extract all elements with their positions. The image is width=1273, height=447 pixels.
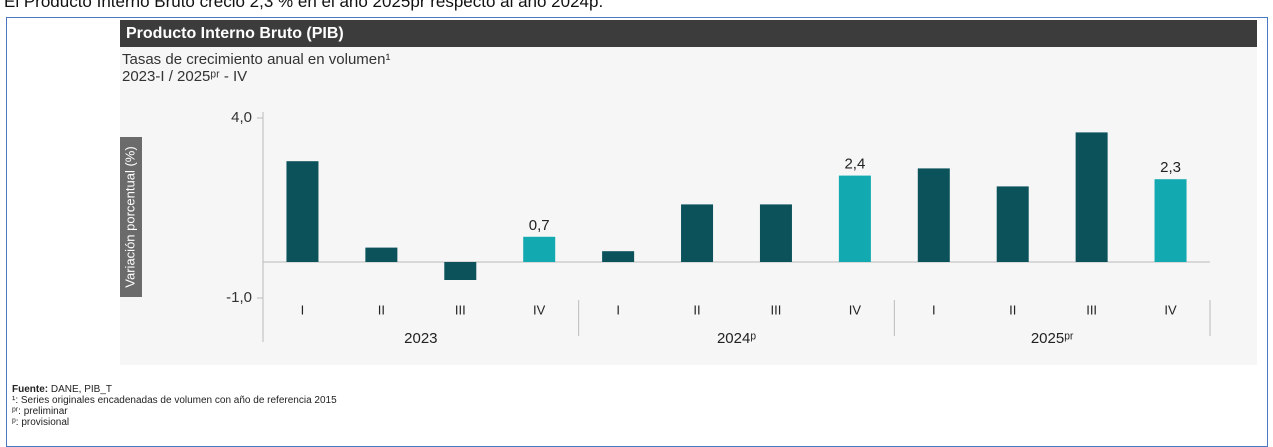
y-tick-label: 4,0 — [231, 109, 252, 126]
x-tick-label: II — [693, 302, 700, 317]
x-tick-label: II — [378, 302, 385, 317]
group-label: 2025ᵖʳ — [1031, 330, 1074, 347]
y-label-box — [120, 137, 142, 297]
bar — [444, 262, 477, 280]
bar — [681, 204, 714, 262]
x-tick-label: I — [932, 302, 936, 317]
group-label: 2024ᵖ — [717, 330, 756, 347]
title-bar — [120, 20, 1257, 47]
x-tick-label: IV — [1164, 302, 1177, 317]
x-tick-label: IV — [849, 302, 862, 317]
bar — [759, 204, 792, 262]
y-axis-label: Variación porcentual (%) — [122, 146, 137, 287]
data-label: 2,4 — [844, 156, 865, 173]
chart-period: 2023-I / 2025ᵖʳ - IV — [122, 68, 247, 85]
x-tick-label: IV — [533, 302, 546, 317]
source: DANE, PIB_T — [50, 384, 113, 395]
x-tick-label: III — [771, 302, 782, 317]
bar — [1075, 132, 1108, 262]
bar — [917, 168, 950, 262]
bar — [523, 236, 556, 262]
source-label: Fuente: — [12, 384, 49, 395]
x-tick-label: III — [1086, 302, 1097, 317]
lead-text: El Producto Interno Bruto creció 2,3 % e… — [4, 0, 604, 11]
page: { "lead_text": "El Producto Interno Brut… — [4, 0, 1268, 447]
data-label: 2,3 — [1160, 159, 1181, 176]
group-label: 2023 — [404, 330, 437, 347]
x-tick-label: I — [301, 302, 305, 317]
bar — [602, 251, 635, 262]
source-line: Fuente: DANE, PIB_T — [12, 384, 337, 395]
bar — [365, 247, 398, 262]
note: ¹: Series originales encadenadas de volu… — [12, 395, 337, 406]
note: ᵖ: provisional — [12, 417, 70, 428]
data-label: 0,7 — [529, 217, 550, 234]
chart-title: Producto Interno Bruto (PIB) — [126, 25, 344, 42]
bar — [996, 186, 1029, 262]
y-tick-label: -1,0 — [226, 289, 252, 306]
chart: Producto Interno Bruto (PIB) Tasas de cr… — [120, 20, 1257, 347]
bar — [1154, 179, 1187, 262]
x-tick-label: I — [616, 302, 620, 317]
x-tick-label: III — [455, 302, 466, 317]
note: ᵖʳ: preliminar — [12, 406, 68, 417]
bar — [286, 161, 319, 262]
chart-subtitle: Tasas de crecimiento anual en volumen¹ — [122, 51, 390, 68]
bar — [838, 175, 871, 262]
footnotes: Fuente: DANE, PIB_T ¹: Series originales… — [12, 384, 337, 428]
x-tick-label: II — [1009, 302, 1016, 317]
